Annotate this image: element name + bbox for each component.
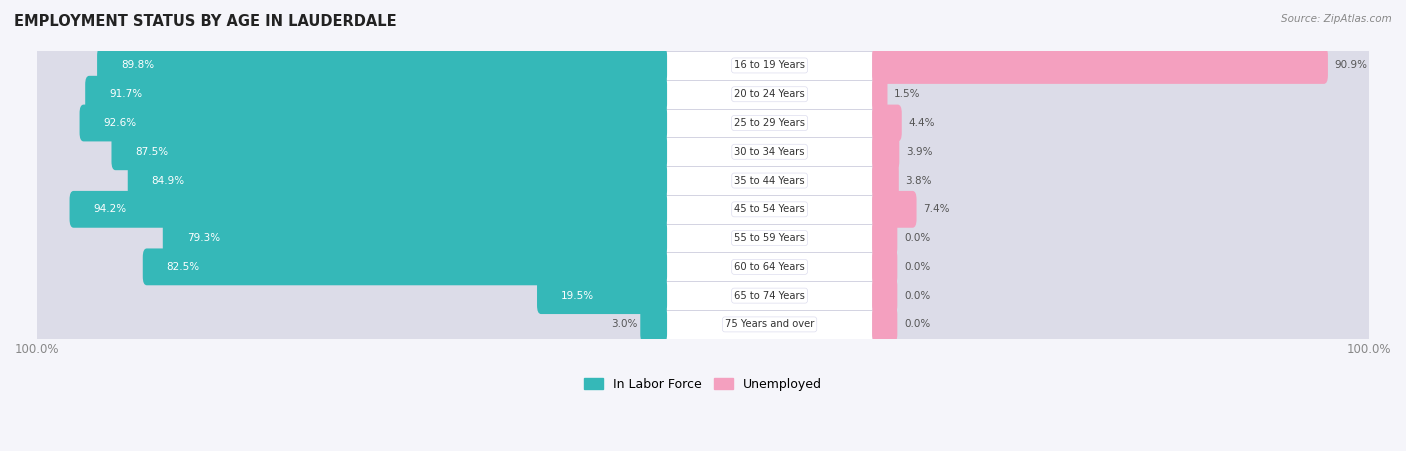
FancyBboxPatch shape — [872, 105, 1372, 142]
FancyBboxPatch shape — [872, 249, 897, 285]
Text: 84.9%: 84.9% — [152, 175, 184, 185]
Text: 90.9%: 90.9% — [1334, 60, 1368, 70]
FancyBboxPatch shape — [872, 76, 1372, 113]
FancyBboxPatch shape — [872, 47, 1327, 84]
Bar — [37, 138, 1369, 166]
FancyBboxPatch shape — [872, 306, 897, 343]
FancyBboxPatch shape — [872, 133, 900, 170]
Text: 65 to 74 Years: 65 to 74 Years — [734, 290, 806, 301]
Bar — [37, 51, 1369, 80]
Text: 4.4%: 4.4% — [908, 118, 935, 128]
Text: 3.9%: 3.9% — [905, 147, 932, 157]
FancyBboxPatch shape — [872, 191, 917, 228]
Text: 35 to 44 Years: 35 to 44 Years — [734, 175, 804, 185]
Text: 89.8%: 89.8% — [121, 60, 155, 70]
Text: 3.0%: 3.0% — [612, 319, 638, 329]
FancyBboxPatch shape — [69, 191, 666, 228]
FancyBboxPatch shape — [34, 133, 666, 170]
FancyBboxPatch shape — [34, 76, 666, 113]
FancyBboxPatch shape — [872, 277, 897, 314]
FancyBboxPatch shape — [872, 249, 1372, 285]
Text: 0.0%: 0.0% — [904, 262, 931, 272]
Text: 45 to 54 Years: 45 to 54 Years — [734, 204, 806, 214]
Text: 20 to 24 Years: 20 to 24 Years — [734, 89, 806, 99]
Text: 87.5%: 87.5% — [135, 147, 169, 157]
FancyBboxPatch shape — [872, 277, 1372, 314]
Text: 0.0%: 0.0% — [904, 319, 931, 329]
Text: 94.2%: 94.2% — [94, 204, 127, 214]
FancyBboxPatch shape — [872, 47, 1372, 84]
Text: 30 to 34 Years: 30 to 34 Years — [734, 147, 804, 157]
FancyBboxPatch shape — [111, 133, 666, 170]
FancyBboxPatch shape — [872, 306, 1372, 343]
Text: 92.6%: 92.6% — [104, 118, 136, 128]
FancyBboxPatch shape — [34, 220, 666, 257]
Text: 25 to 29 Years: 25 to 29 Years — [734, 118, 806, 128]
Bar — [37, 253, 1369, 281]
Text: 75 Years and over: 75 Years and over — [725, 319, 814, 329]
Bar — [37, 166, 1369, 195]
Text: EMPLOYMENT STATUS BY AGE IN LAUDERDALE: EMPLOYMENT STATUS BY AGE IN LAUDERDALE — [14, 14, 396, 28]
FancyBboxPatch shape — [872, 105, 901, 142]
Bar — [37, 224, 1369, 253]
Bar — [37, 80, 1369, 109]
FancyBboxPatch shape — [163, 220, 666, 257]
FancyBboxPatch shape — [872, 220, 1372, 257]
FancyBboxPatch shape — [128, 162, 666, 199]
Bar — [37, 195, 1369, 224]
FancyBboxPatch shape — [872, 191, 1372, 228]
FancyBboxPatch shape — [34, 162, 666, 199]
FancyBboxPatch shape — [80, 105, 666, 142]
Legend: In Labor Force, Unemployed: In Labor Force, Unemployed — [579, 373, 827, 396]
FancyBboxPatch shape — [34, 306, 666, 343]
FancyBboxPatch shape — [34, 249, 666, 285]
Bar — [37, 310, 1369, 339]
Text: 79.3%: 79.3% — [187, 233, 219, 243]
FancyBboxPatch shape — [97, 47, 666, 84]
Text: Source: ZipAtlas.com: Source: ZipAtlas.com — [1281, 14, 1392, 23]
Text: 82.5%: 82.5% — [167, 262, 200, 272]
FancyBboxPatch shape — [872, 162, 898, 199]
FancyBboxPatch shape — [872, 162, 1372, 199]
Text: 7.4%: 7.4% — [924, 204, 949, 214]
FancyBboxPatch shape — [34, 277, 666, 314]
FancyBboxPatch shape — [872, 220, 897, 257]
FancyBboxPatch shape — [34, 47, 666, 84]
FancyBboxPatch shape — [34, 105, 666, 142]
Text: 55 to 59 Years: 55 to 59 Years — [734, 233, 806, 243]
FancyBboxPatch shape — [872, 76, 887, 113]
Text: 0.0%: 0.0% — [904, 290, 931, 301]
Text: 60 to 64 Years: 60 to 64 Years — [734, 262, 806, 272]
Bar — [37, 109, 1369, 138]
Text: 16 to 19 Years: 16 to 19 Years — [734, 60, 806, 70]
Bar — [37, 281, 1369, 310]
FancyBboxPatch shape — [34, 191, 666, 228]
Text: 3.8%: 3.8% — [905, 175, 932, 185]
FancyBboxPatch shape — [86, 76, 666, 113]
Text: 1.5%: 1.5% — [894, 89, 921, 99]
Text: 0.0%: 0.0% — [904, 233, 931, 243]
FancyBboxPatch shape — [872, 133, 1372, 170]
FancyBboxPatch shape — [537, 277, 666, 314]
Text: 91.7%: 91.7% — [110, 89, 142, 99]
FancyBboxPatch shape — [143, 249, 666, 285]
FancyBboxPatch shape — [640, 306, 666, 343]
Text: 19.5%: 19.5% — [561, 290, 595, 301]
